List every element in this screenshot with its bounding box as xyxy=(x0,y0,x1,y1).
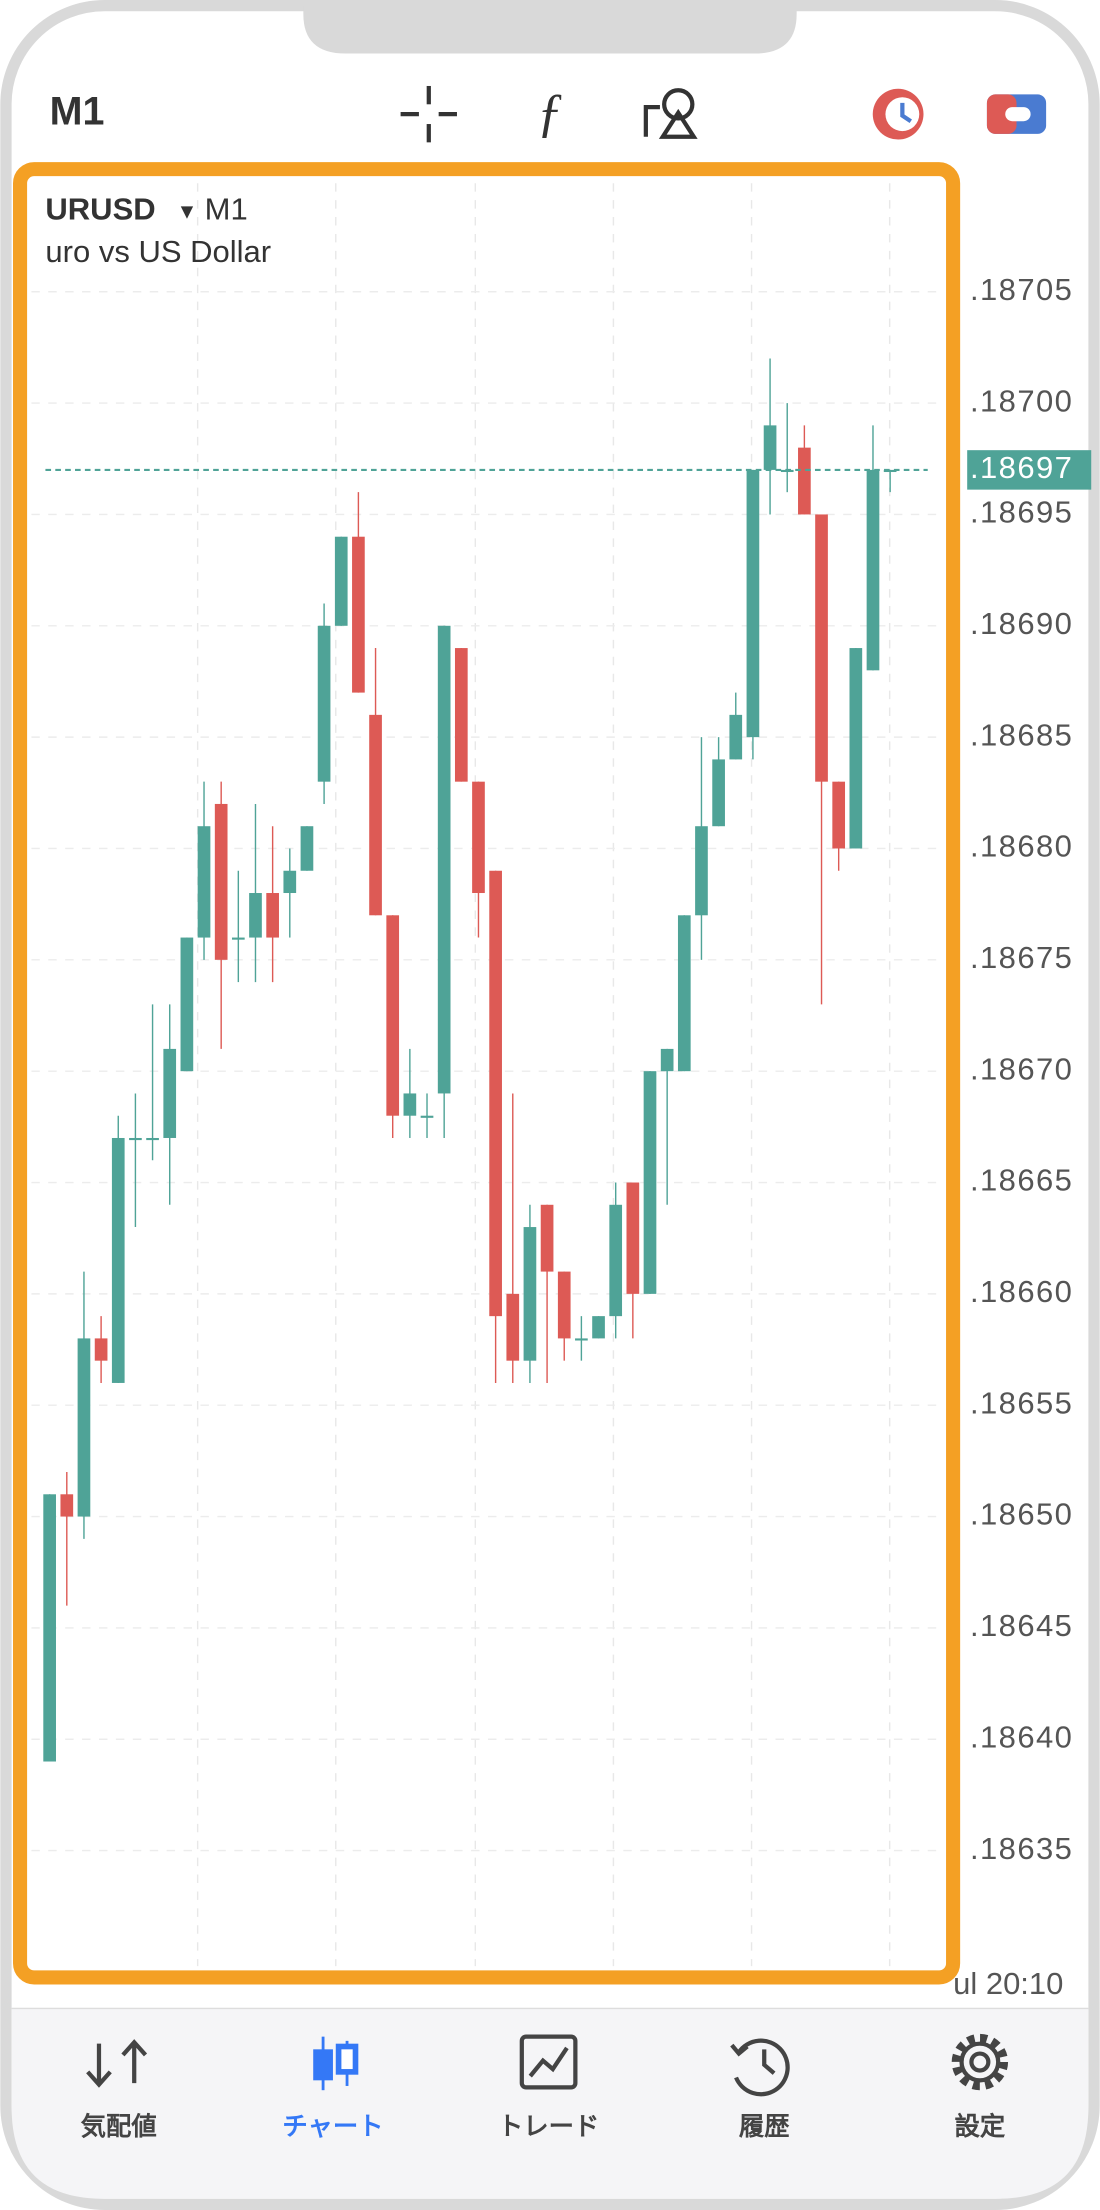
candle-body xyxy=(300,826,314,871)
y-tick-label: .18640 xyxy=(970,1719,1073,1754)
x-label: ul 20:10 xyxy=(953,1966,1063,2001)
settings-icon[interactable] xyxy=(951,2033,1009,2091)
candle-body xyxy=(43,1494,56,1762)
y-tick-label: .18660 xyxy=(970,1274,1073,1309)
candle-body xyxy=(163,1048,177,1138)
trade-icon[interactable] xyxy=(986,94,1047,134)
candle-body xyxy=(695,826,708,916)
candle-body xyxy=(146,1137,159,1141)
price-axis: .18705 .18700 .18695 .18690 .18685 .18680 .186… xyxy=(967,272,1092,1866)
candle-body xyxy=(94,1338,108,1361)
indicator-icon[interactable]: ƒ xyxy=(537,83,564,143)
candle-body xyxy=(266,893,279,938)
candle-body xyxy=(180,937,194,1072)
quotes-icon[interactable] xyxy=(86,2039,148,2088)
candle-body xyxy=(77,1338,91,1517)
candle-body xyxy=(317,625,331,782)
candle-body xyxy=(454,648,468,782)
tab-label[interactable]: 履歴 xyxy=(739,2113,790,2141)
candle-body xyxy=(746,469,760,738)
candle-body xyxy=(129,1137,142,1141)
candle-body xyxy=(540,1204,554,1272)
tab-bar xyxy=(11,2008,1089,2199)
candle-body xyxy=(815,514,828,782)
tab-label[interactable]: 設定 xyxy=(955,2112,1006,2141)
candle-body xyxy=(832,781,846,849)
candle-body xyxy=(712,759,725,827)
candle-body xyxy=(643,1071,657,1294)
plot xyxy=(31,291,941,1852)
candle-body xyxy=(866,469,880,671)
description: uro vs US Dollar xyxy=(45,234,271,269)
y-tick-label: .18650 xyxy=(970,1497,1073,1532)
candle-body xyxy=(626,1182,640,1294)
y-tick-label: .18690 xyxy=(970,606,1073,641)
history-icon[interactable] xyxy=(730,2038,790,2097)
candle-body xyxy=(437,625,451,1094)
candle-body xyxy=(386,915,400,1116)
candle-body xyxy=(352,536,365,693)
y-tick-label: .18670 xyxy=(970,1051,1073,1086)
candle-body xyxy=(472,781,485,894)
candle-body xyxy=(523,1227,537,1361)
crosshair-icon[interactable] xyxy=(400,85,457,143)
candle-body xyxy=(111,1137,125,1383)
y-tick-label: .18675 xyxy=(970,940,1073,975)
candle-body xyxy=(334,536,348,626)
tab-label[interactable]: トレード xyxy=(498,2113,599,2141)
candle-body xyxy=(729,714,743,760)
candle-body xyxy=(798,447,811,515)
timeframe[interactable]: M1 xyxy=(50,90,105,134)
notch xyxy=(303,5,797,54)
signal-icon[interactable] xyxy=(872,88,924,140)
y-tick-label: .18635 xyxy=(970,1831,1073,1866)
tab-label[interactable]: チャート xyxy=(282,2113,383,2141)
candle-body xyxy=(420,1115,434,1118)
candle-body xyxy=(763,425,777,470)
candle-body xyxy=(283,870,297,894)
objects-icon[interactable] xyxy=(643,88,698,139)
candle-body xyxy=(489,870,502,1317)
candle-body xyxy=(557,1271,571,1339)
symbol[interactable]: URUSD xyxy=(45,192,155,227)
symbol-arrow[interactable]: ▼ xyxy=(176,200,197,223)
candle-body xyxy=(197,826,211,938)
last-price-box xyxy=(967,450,1092,490)
chart-timeframe: M1 xyxy=(205,192,248,227)
trade-tab-icon[interactable] xyxy=(519,2034,578,2090)
highlight-frame xyxy=(13,162,961,1985)
candle-body xyxy=(883,469,897,473)
candle-body xyxy=(660,1048,674,1072)
candle-body xyxy=(403,1093,417,1116)
candle-body xyxy=(506,1293,520,1361)
last-price-label: .18697 xyxy=(970,450,1073,485)
tab-label[interactable]: 気配値 xyxy=(81,2112,157,2141)
y-tick-label: .18655 xyxy=(970,1385,1073,1420)
candle-body xyxy=(575,1338,588,1341)
candle-body xyxy=(231,937,245,940)
candle-body xyxy=(214,803,228,960)
candle-body xyxy=(677,915,691,1072)
candle-body xyxy=(849,648,863,849)
y-tick-label: .18700 xyxy=(970,383,1073,418)
y-tick-label: .18695 xyxy=(970,495,1073,530)
y-tick-label: .18645 xyxy=(970,1608,1073,1643)
candle-body xyxy=(369,714,382,916)
candle-body xyxy=(60,1494,74,1517)
candle-body xyxy=(249,893,262,938)
candle-body xyxy=(592,1316,605,1339)
tab-labels: 気配値 チャート トレード 履歴 設定 xyxy=(81,2112,1006,2141)
y-tick-label: .18705 xyxy=(970,272,1073,307)
y-tick-label: .18680 xyxy=(970,829,1073,864)
chart-icon[interactable] xyxy=(313,2036,359,2091)
candle-body xyxy=(609,1204,623,1317)
y-tick-label: .18665 xyxy=(970,1163,1073,1198)
y-tick-label: .18685 xyxy=(970,717,1073,752)
